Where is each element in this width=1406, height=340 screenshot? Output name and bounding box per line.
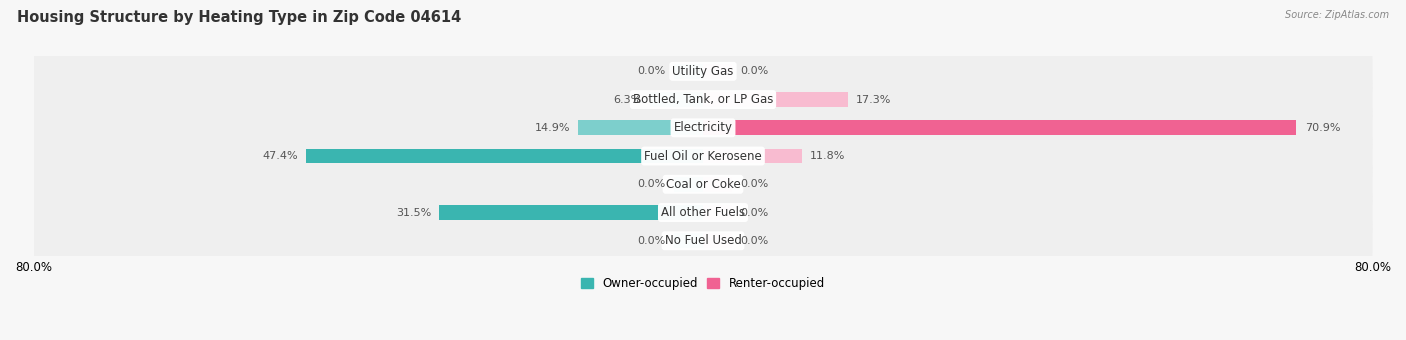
Text: Source: ZipAtlas.com: Source: ZipAtlas.com xyxy=(1285,10,1389,20)
Text: Fuel Oil or Kerosene: Fuel Oil or Kerosene xyxy=(644,150,762,163)
Bar xyxy=(651,92,703,107)
Bar xyxy=(703,205,733,220)
FancyBboxPatch shape xyxy=(34,157,1372,211)
Bar xyxy=(578,120,703,135)
Bar xyxy=(703,64,733,79)
FancyBboxPatch shape xyxy=(34,101,1372,155)
Bar xyxy=(703,149,801,164)
Text: No Fuel Used: No Fuel Used xyxy=(665,234,741,247)
Text: 0.0%: 0.0% xyxy=(637,66,665,76)
Bar xyxy=(440,205,703,220)
Bar xyxy=(703,234,733,248)
Bar xyxy=(703,177,733,192)
Text: 17.3%: 17.3% xyxy=(856,95,891,105)
Text: 0.0%: 0.0% xyxy=(741,236,769,246)
Bar xyxy=(307,149,703,164)
FancyBboxPatch shape xyxy=(34,214,1372,268)
Text: Bottled, Tank, or LP Gas: Bottled, Tank, or LP Gas xyxy=(633,93,773,106)
Bar xyxy=(673,177,703,192)
Text: All other Fuels: All other Fuels xyxy=(661,206,745,219)
Bar xyxy=(703,92,848,107)
Text: 0.0%: 0.0% xyxy=(637,236,665,246)
Text: 0.0%: 0.0% xyxy=(637,179,665,189)
Text: Coal or Coke: Coal or Coke xyxy=(665,178,741,191)
Text: 0.0%: 0.0% xyxy=(741,179,769,189)
Text: 47.4%: 47.4% xyxy=(263,151,298,161)
Bar xyxy=(673,234,703,248)
FancyBboxPatch shape xyxy=(34,129,1372,183)
FancyBboxPatch shape xyxy=(34,72,1372,127)
Text: Housing Structure by Heating Type in Zip Code 04614: Housing Structure by Heating Type in Zip… xyxy=(17,10,461,25)
Text: 70.9%: 70.9% xyxy=(1305,123,1340,133)
Bar xyxy=(673,64,703,79)
Text: 6.3%: 6.3% xyxy=(613,95,643,105)
FancyBboxPatch shape xyxy=(34,44,1372,99)
Text: 14.9%: 14.9% xyxy=(534,123,569,133)
Text: 11.8%: 11.8% xyxy=(810,151,845,161)
Text: 31.5%: 31.5% xyxy=(395,207,432,218)
Text: 0.0%: 0.0% xyxy=(741,207,769,218)
Bar xyxy=(703,120,1296,135)
Text: Utility Gas: Utility Gas xyxy=(672,65,734,78)
FancyBboxPatch shape xyxy=(34,185,1372,240)
Text: Electricity: Electricity xyxy=(673,121,733,134)
Text: 0.0%: 0.0% xyxy=(741,66,769,76)
Legend: Owner-occupied, Renter-occupied: Owner-occupied, Renter-occupied xyxy=(576,272,830,294)
